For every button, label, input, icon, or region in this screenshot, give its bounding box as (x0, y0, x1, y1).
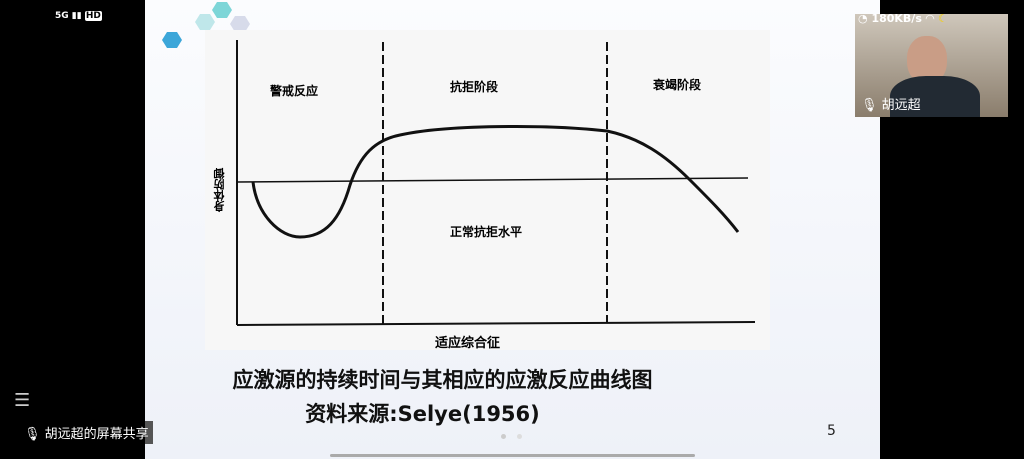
slide-source: 资料来源:Selye(1956) (305, 402, 540, 426)
participant-name: 🎙 胡远超 (861, 98, 921, 113)
x-axis-label: 适应综合征 (435, 336, 501, 351)
normal-level-line (236, 177, 749, 183)
slide-title: 应激源的持续时间与其相应的应激反应曲线图 (232, 368, 653, 392)
microphone-icon: 🎙 (24, 427, 41, 442)
stage-label-exhaustion: 衰竭阶段 (653, 78, 702, 92)
stage-label-resistance: 抗拒阶段 (450, 80, 499, 94)
stage-label-alarm: 警戒反应 (270, 84, 319, 98)
y-axis-label: 身体防御 (213, 168, 226, 212)
slide: 身体防御 警戒反应 抗拒阶段 衰竭阶段 正常抗拒水平 适应综合征 应激源的持续时… (145, 0, 880, 459)
page-number: 5 (827, 423, 836, 439)
speed-indicator: ◔ 180KB/s ◠ ☾ (858, 12, 948, 25)
microphone-icon: 🎙 (861, 98, 878, 113)
participant-video[interactable]: 🎙 胡远超 (855, 14, 1008, 117)
page-dot[interactable] (517, 434, 522, 439)
page-dot-active[interactable] (501, 434, 506, 439)
menu-icon[interactable]: ☰ (14, 390, 31, 411)
response-curve (251, 125, 740, 239)
hd-badge: HD (84, 11, 102, 21)
scrollbar[interactable] (330, 454, 695, 457)
x-axis (236, 321, 756, 326)
screen-share-label: 🎙 胡远超的屏幕共享 (20, 421, 153, 444)
hexagon-decoration (162, 2, 250, 48)
baseline-label: 正常抗拒水平 (450, 225, 523, 239)
stress-response-diagram (205, 30, 770, 350)
network-indicator: 5G ▮▮ HD (55, 11, 102, 21)
